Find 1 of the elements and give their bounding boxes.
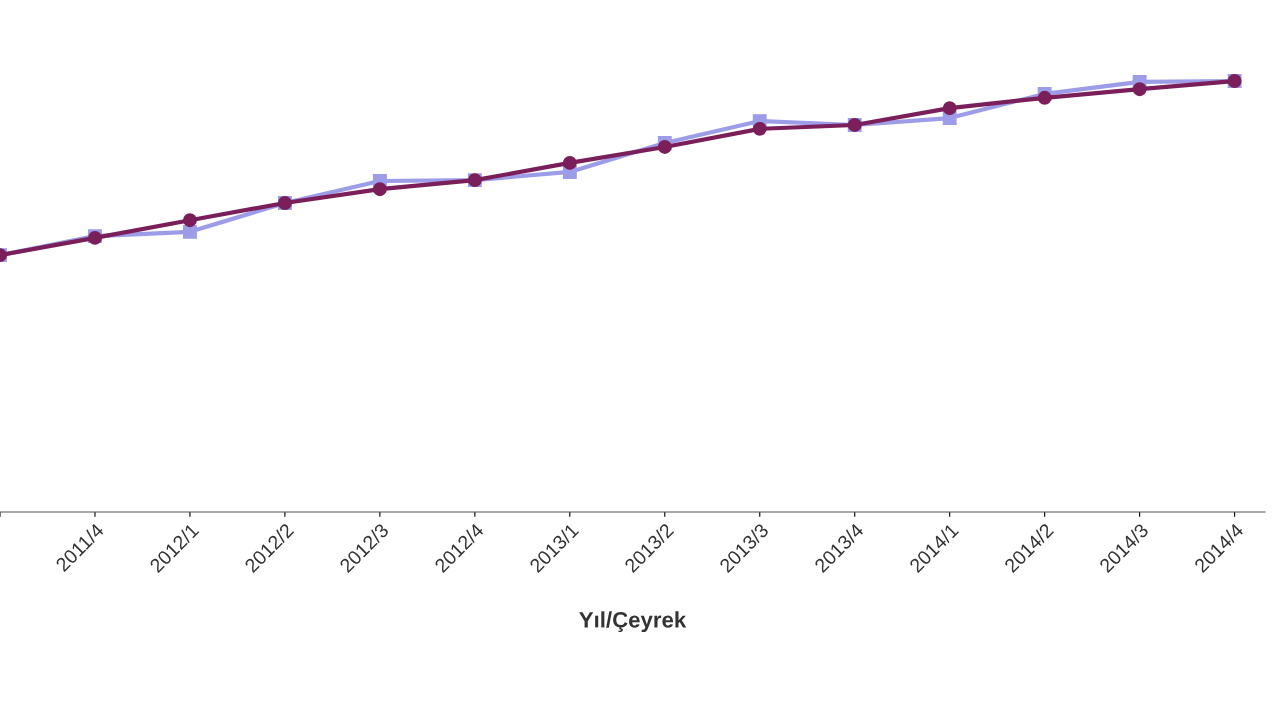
x-axis-title: Yıl/Çeyrek [579, 611, 687, 633]
